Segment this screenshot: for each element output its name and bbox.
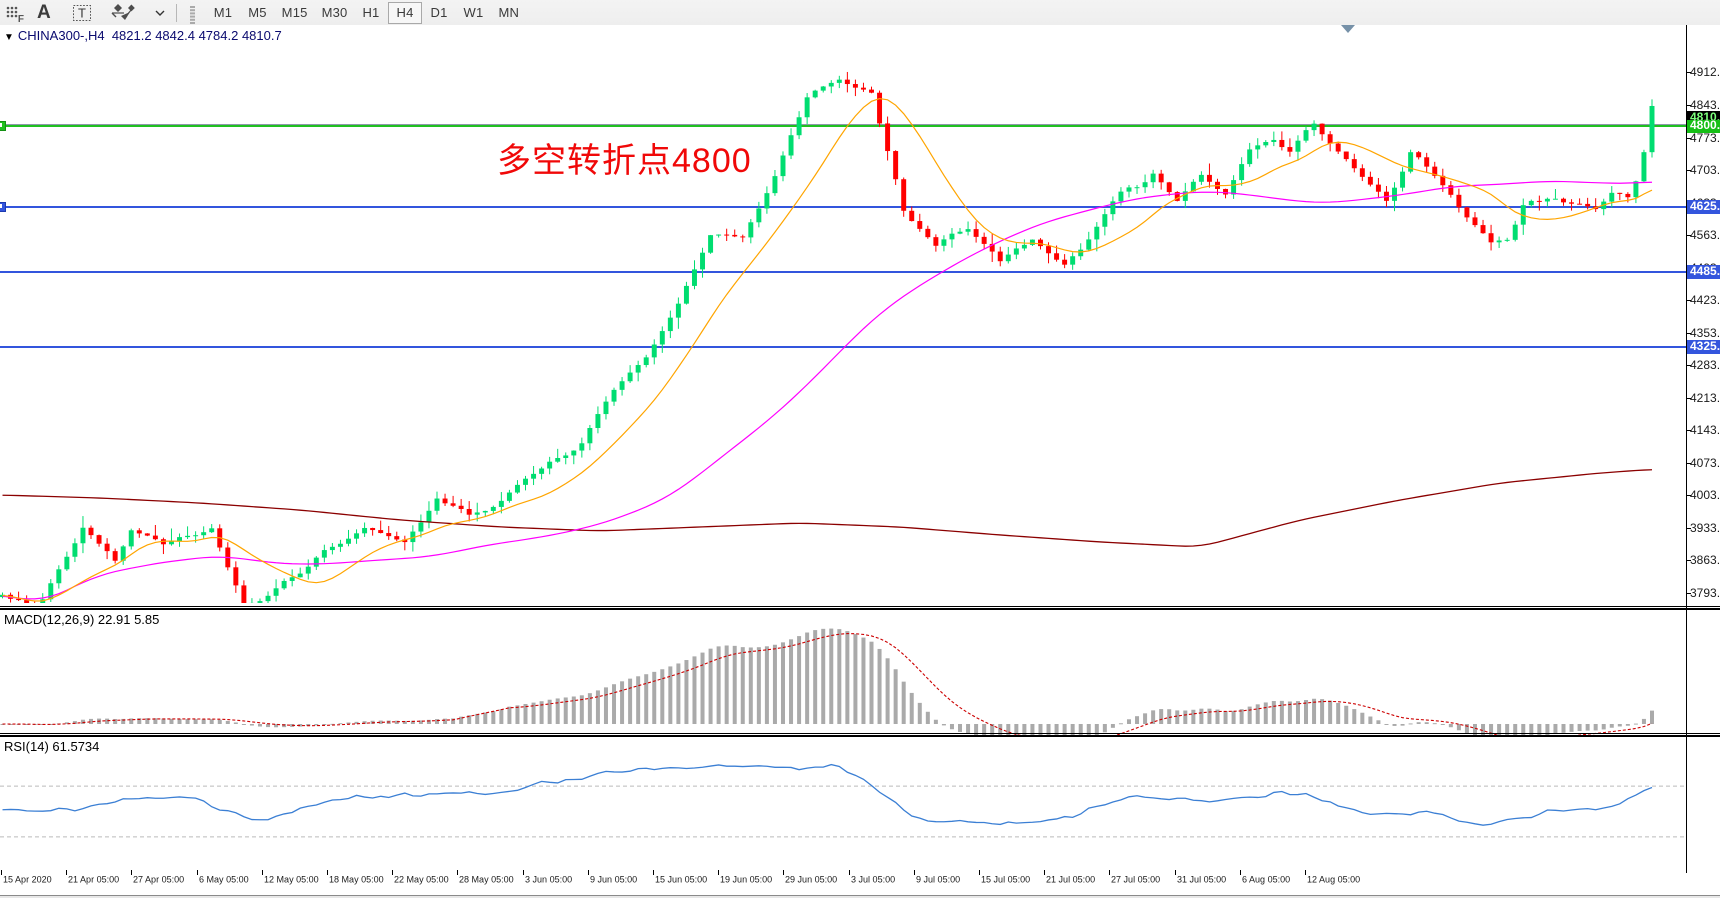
svg-text:T: T bbox=[78, 5, 86, 20]
